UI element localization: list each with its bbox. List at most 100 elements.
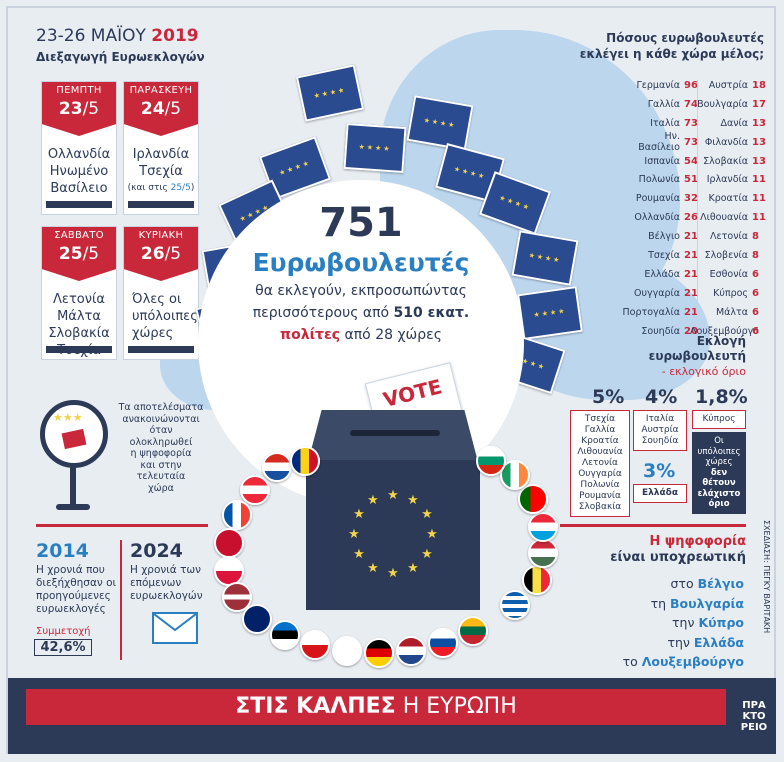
footer-title-box: ΣΤΙΣ ΚΑΛΠΕΣ Η ΕΥΡΩΠΗ: [26, 689, 726, 725]
mep-country: Αυστρία: [708, 79, 748, 91]
svg-text:★: ★: [407, 561, 419, 576]
mep-row: Ισπανία 54: [622, 152, 700, 171]
flag-luxembourg-icon: [528, 512, 558, 542]
flag-belgium-icon: [522, 565, 552, 595]
mep-country: Τσεχία: [648, 249, 680, 261]
date-card-24: ΠΑΡΑΣΚΕΥΗ 24/5 Ιρλανδία Τσεχία (και στις…: [123, 81, 199, 215]
eu-flag-icon: ★★★★: [343, 122, 407, 174]
mep-country: Δανία: [720, 117, 748, 129]
center-line2-b: 510 εκατ.: [393, 305, 470, 321]
mep-country: Εσθονία: [709, 268, 748, 280]
card-date-num: 23: [58, 99, 83, 119]
ballot-card-icon: [61, 428, 87, 450]
mep-value: 13: [752, 155, 766, 167]
threshold-5-list: Τσεχία Γαλλία Κροατία Λιθουανία Λετονία Ουγγ…: [570, 410, 630, 517]
mep-value: 13: [752, 136, 766, 148]
mep-country: Πορτογαλία: [622, 306, 680, 318]
flag-netherlands-icon: [396, 636, 426, 666]
mep-country: Λιθουανία: [700, 212, 748, 224]
footer-logo: ΠΡΑ ΚΤΟ ΡΕΙΟ: [740, 700, 768, 733]
mep-row: Σλοβακία 13: [690, 152, 768, 171]
mep-country: Κροατία: [708, 193, 748, 205]
mep-row: Βουλγαρία 17: [690, 95, 768, 114]
mep-value: 21: [684, 231, 698, 243]
mep-row: Ην. Βασίλειο 73: [622, 131, 700, 153]
threshold-3: 3%: [643, 460, 676, 482]
mep-country: Κύπρος: [713, 287, 748, 299]
threshold-18-list: Κύπρος: [692, 410, 746, 429]
svg-text:★: ★: [367, 493, 379, 508]
turnout-value: 42,6%: [34, 639, 92, 656]
flag-germany-icon: [364, 638, 394, 668]
header-dates: 23-26 ΜΑΪΟΥ 2019: [36, 26, 199, 46]
mep-country: Λετονία: [710, 231, 748, 243]
mandatory-list: στο Βέλγιο τη Βουλγαρία την Κύπρο την Ελ…: [622, 576, 744, 669]
flag-greece-icon: [500, 590, 530, 620]
mep-country: Σλοβενία: [704, 249, 748, 261]
card-day: ΠΑΡΑΣΚΕΥΗ: [129, 85, 193, 96]
mep-value: 51: [684, 174, 698, 186]
mep-value: 20: [684, 325, 698, 337]
card-note: (και στις 25/5): [127, 183, 195, 193]
year-text: 2019: [151, 26, 199, 46]
center-line1: θα εκλεγούν, εκπροσωπώντας: [255, 283, 467, 299]
mep-value: 17: [752, 98, 766, 110]
center-line2: περισσότερους από 510 εκατ.: [198, 305, 524, 321]
mep-row: Πολωνία 51: [622, 170, 700, 189]
mep-country: Βέλγιο: [648, 231, 680, 243]
history-2014: 2014: [36, 540, 89, 562]
mep-row: Ελλάδα 21: [622, 265, 700, 284]
mep-value: 6: [752, 325, 759, 337]
card-line: Μάλτα: [57, 309, 101, 324]
flag-uk-icon: [242, 604, 272, 634]
threshold-5: 5%: [592, 386, 625, 408]
mep-country: Ρουμανία: [635, 193, 680, 205]
card-day: ΣΑΒΒΑΤΟ: [54, 230, 104, 241]
footer-title-bold: ΣΤΙΣ ΚΑΛΠΕΣ: [235, 694, 396, 719]
history-2024-text: Η χρονιά των επόμενων ευρωεκλογών: [130, 564, 203, 602]
card-line: Τσεχία: [139, 164, 183, 179]
mep-country: Ισπανία: [644, 155, 680, 167]
date-card-26: ΚΥΡΙΑΚΗ 26/5 Όλες οι υπόλοιπες χώρες: [123, 226, 199, 360]
results-sign-base: [56, 504, 90, 510]
mep-row: Μάλτα 6: [690, 303, 768, 322]
card-bar: [46, 346, 112, 353]
flag-czech-icon: [300, 630, 330, 660]
dates-text: 23-26 ΜΑΪΟΥ: [36, 26, 146, 46]
flag-poland-icon: [214, 556, 244, 586]
history-2014-text: Η χρονιά που διεξήχθησαν οι προηγούμενες ε…: [36, 564, 117, 615]
card-line: υπόλοιπες: [132, 309, 198, 324]
mep-country: Λουξεμβούργο: [690, 325, 760, 337]
header-subtitle: Διεξαγωγή Ευρωεκλογών: [36, 50, 205, 64]
svg-text:★: ★: [421, 507, 433, 522]
flag-austria-icon: [240, 475, 270, 505]
svg-text:★: ★: [353, 547, 365, 562]
ballot-box: ★ ★ ★ ★ ★ ★ ★ ★ ★ ★ ★ ★: [306, 460, 480, 610]
mep-country: Ιταλία: [650, 117, 680, 129]
mep-row: Λετονία 8: [690, 227, 768, 246]
card-date-num: 24: [140, 99, 165, 119]
mep-row: Αυστρία 18: [690, 76, 768, 95]
mep-table-right: Αυστρία 18 Βουλγαρία 17 Δανία 13 Φιλανδία 13 Σλο…: [690, 76, 768, 340]
mep-row: Γερμανία 96: [622, 76, 700, 95]
threshold-4-list: Ιταλία Αυστρία Σουηδία: [633, 410, 687, 451]
mep-row: Ολλανδία 26: [622, 208, 700, 227]
card-line: Ολλανδία: [47, 147, 111, 162]
date-card-25: ΣΑΒΒΑΤΟ 25/5 Λετονία Μάλτα Σλοβακία Τσεχ…: [41, 226, 117, 360]
svg-text:★: ★: [367, 561, 379, 576]
mep-row: Λιθουανία 11: [690, 208, 768, 227]
flag-estonia-icon: [270, 620, 300, 650]
mep-country: Βουλγαρία: [697, 98, 748, 110]
ballot-box-lid: [308, 410, 478, 462]
stars-icon: ★★★: [53, 411, 83, 424]
threshold-3-list: Ελλάδα: [633, 484, 687, 503]
mep-row: Ιρλανδία 11: [690, 170, 768, 189]
card-date-month: /5: [82, 244, 100, 264]
threshold-4: 4%: [645, 386, 678, 408]
svg-text:★: ★: [421, 547, 433, 562]
center-line3-b: από 28 χώρες: [340, 327, 442, 343]
history-top-line: [36, 524, 208, 527]
history-2024: 2024: [130, 540, 183, 562]
envelope-icon: [152, 612, 198, 644]
card-date-month: /5: [164, 99, 182, 119]
